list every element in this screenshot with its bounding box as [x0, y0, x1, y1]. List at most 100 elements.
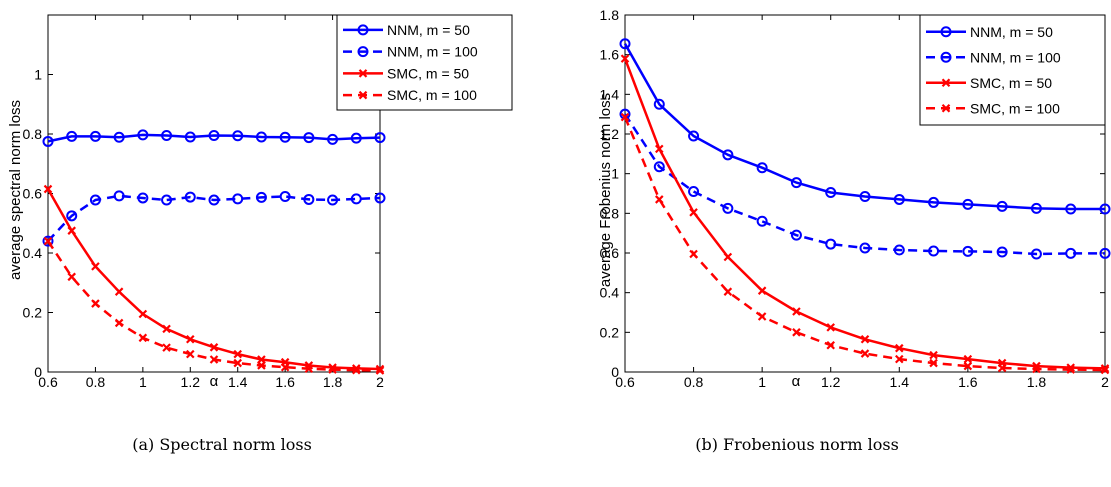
- data-point-b-2-7: [860, 334, 870, 344]
- data-point-b-2-4: [757, 286, 767, 295]
- legend-label-a-3: SMC, m = 100: [387, 87, 477, 103]
- data-point-b-1-4: [756, 215, 768, 227]
- data-point-b-3-0: [620, 112, 630, 122]
- legend-marker-b-3-stroke-2: [941, 103, 951, 113]
- data-point-b-0-3: [722, 149, 734, 161]
- data-point-b-3-6-stroke-2: [826, 340, 835, 350]
- data-point-b-2-10: [963, 354, 973, 364]
- data-point-a-2-0-stroke-2: [43, 184, 53, 194]
- data-point-b-3-10-stroke-2: [963, 361, 973, 371]
- data-point-b-0-2: [688, 130, 700, 142]
- data-point-a-2-5-stroke-2: [162, 324, 171, 334]
- data-point-a-1-7: [208, 194, 220, 206]
- data-point-b-0-5: [790, 177, 802, 189]
- data-point-a-2-8: [233, 349, 242, 359]
- x-tick-label-a-0: 0.6: [38, 374, 58, 390]
- legend-label-b-2: SMC, m = 50: [970, 75, 1052, 91]
- data-point-a-0-7: [208, 129, 220, 141]
- data-point-a-0-10: [279, 131, 291, 143]
- data-point-b-3-12: [1032, 364, 1041, 374]
- data-point-a-3-9-stroke-2: [257, 361, 266, 370]
- data-point-b-2-1-stroke-2: [655, 144, 664, 154]
- data-point-a-1-11: [303, 193, 315, 205]
- data-point-b-1-5: [790, 229, 802, 241]
- data-point-b-0-7: [859, 190, 871, 202]
- data-point-a-1-2: [89, 194, 101, 206]
- series-line-b-3: [623, 116, 1106, 372]
- data-point-a-3-13-stroke-2: [352, 365, 361, 375]
- x-tick-label-a-6: 1.8: [323, 374, 343, 390]
- data-point-a-2-2: [91, 262, 100, 271]
- data-point-a-1-10: [279, 190, 291, 202]
- data-point-b-1-8: [893, 244, 905, 256]
- data-point-a-3-11-stroke-2: [304, 364, 314, 374]
- data-point-a-3-3: [114, 318, 124, 328]
- data-point-b-3-3-stroke-2: [723, 287, 733, 296]
- data-point-b-0-9: [928, 196, 940, 208]
- data-point-b-3-1-stroke-2: [655, 195, 664, 204]
- data-point-b-2-5-stroke-2: [792, 307, 801, 316]
- y-tick-label-b-8: 1.6: [600, 47, 620, 63]
- y-axis-label-b: average Frobenius norm loss: [597, 93, 614, 287]
- y-tick-label-b-5: 1: [611, 166, 619, 182]
- y-tick-label-b-3: 0.6: [600, 245, 620, 261]
- data-point-a-0-0: [42, 135, 54, 147]
- data-point-b-3-7-stroke-2: [860, 349, 870, 358]
- legend-marker-a-3-stroke-2: [358, 90, 368, 100]
- data-point-b-2-6: [826, 323, 835, 332]
- data-point-a-0-13: [350, 132, 362, 144]
- data-point-b-3-9: [929, 358, 938, 368]
- data-point-b-3-1: [655, 195, 664, 204]
- series-line-b-0: [623, 43, 1105, 211]
- data-point-b-2-7-stroke-2: [860, 334, 870, 344]
- data-point-b-0-14: [1099, 203, 1111, 215]
- data-point-a-3-7-stroke-2: [209, 355, 219, 364]
- data-point-b-2-0: [620, 54, 630, 63]
- data-point-a-3-12-stroke-2: [328, 365, 337, 374]
- data-point-b-2-9-stroke-2: [929, 350, 938, 360]
- data-point-b-2-1: [655, 144, 664, 154]
- data-point-a-0-3: [113, 131, 125, 143]
- caption-b: (b) Frobenious norm loss: [695, 435, 899, 454]
- data-point-a-1-1: [66, 210, 78, 222]
- data-point-b-2-4-stroke-2: [757, 286, 767, 295]
- data-point-b-3-10: [963, 361, 973, 371]
- y-tick-label-b-2: 0.4: [600, 285, 620, 301]
- data-point-a-1-4: [137, 192, 149, 204]
- data-point-a-2-4: [138, 309, 148, 319]
- data-point-b-0-0: [619, 38, 631, 50]
- x-tick-label-b-6: 1.8: [1027, 374, 1047, 390]
- data-point-a-1-0: [42, 235, 54, 247]
- data-point-a-3-14-stroke-2: [375, 366, 385, 375]
- data-point-b-0-11: [996, 200, 1008, 212]
- data-point-a-2-12-stroke-2: [328, 363, 337, 372]
- legend-marker-b-0: [940, 26, 952, 38]
- data-point-a-3-4: [138, 333, 148, 343]
- x-tick-label-b-5: 1.6: [958, 374, 978, 390]
- legend-marker-b-3: [941, 103, 951, 113]
- data-point-a-1-12: [327, 194, 339, 206]
- series-line-a-0: [47, 133, 381, 143]
- data-point-b-3-11: [997, 363, 1007, 373]
- data-point-b-3-14: [1100, 365, 1110, 375]
- caption-a: (a) Spectral norm loss: [132, 435, 312, 454]
- legend-b: NNM, m = 50 NNM, m = 100 SMC, m = 50 SMC, m…: [919, 14, 1106, 126]
- data-point-a-3-13: [352, 365, 361, 375]
- y-tick-label-b-7: 1.4: [600, 86, 620, 102]
- data-point-b-2-5: [792, 307, 801, 316]
- legend-marker-a-1: [357, 46, 369, 58]
- data-point-a-3-10: [280, 362, 290, 372]
- data-point-a-2-5: [162, 324, 171, 334]
- data-point-b-1-2: [688, 186, 700, 198]
- data-point-a-1-8: [232, 193, 244, 205]
- legend-marker-b-2-stroke-2: [941, 78, 951, 88]
- data-point-b-1-14: [1099, 247, 1111, 259]
- y-tick-label-b-0: 0: [611, 364, 619, 380]
- data-point-b-2-9: [929, 350, 938, 360]
- data-point-a-3-3-stroke-2: [114, 318, 124, 328]
- data-point-b-3-11-stroke-2: [997, 363, 1007, 373]
- data-point-a-1-13: [350, 193, 362, 205]
- data-point-b-3-6: [826, 340, 835, 350]
- data-point-b-1-3: [722, 202, 734, 214]
- data-point-a-1-9: [255, 191, 267, 203]
